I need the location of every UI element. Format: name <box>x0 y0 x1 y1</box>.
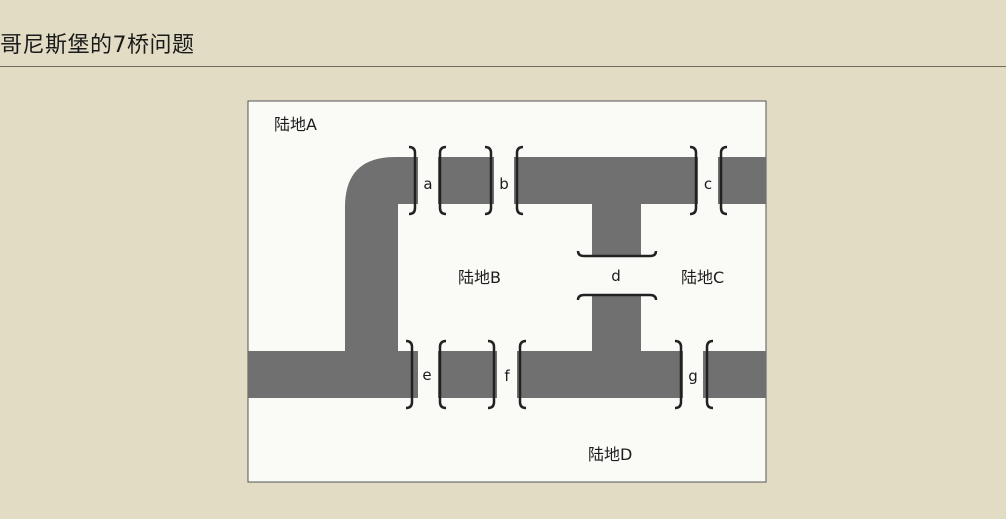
bridge-f <box>487 339 527 410</box>
bridge-d <box>576 250 658 301</box>
river-upper-branch <box>345 157 766 351</box>
bridge-c-label: c <box>704 175 712 193</box>
page-title: 哥尼斯堡的7桥问题 <box>0 33 195 58</box>
title-divider <box>0 66 1006 67</box>
bridge-a-label: a <box>423 175 432 193</box>
land-a-label: 陆地A <box>274 115 317 134</box>
bridge-g-label: g <box>688 367 698 385</box>
bridge-e-label: e <box>422 366 431 384</box>
bridge-g <box>674 339 714 410</box>
bridge-b <box>484 145 524 216</box>
land-c-label: 陆地C <box>681 268 724 287</box>
land-b-label: 陆地B <box>458 268 501 287</box>
bridge-d-label: d <box>611 267 621 285</box>
land-d-label: 陆地D <box>588 445 632 464</box>
bridge-c <box>689 145 728 216</box>
bridge-b-label: b <box>499 175 509 193</box>
bridge-f-label: f <box>504 367 510 385</box>
bridge-a <box>408 145 447 216</box>
bridge-e <box>405 339 447 410</box>
